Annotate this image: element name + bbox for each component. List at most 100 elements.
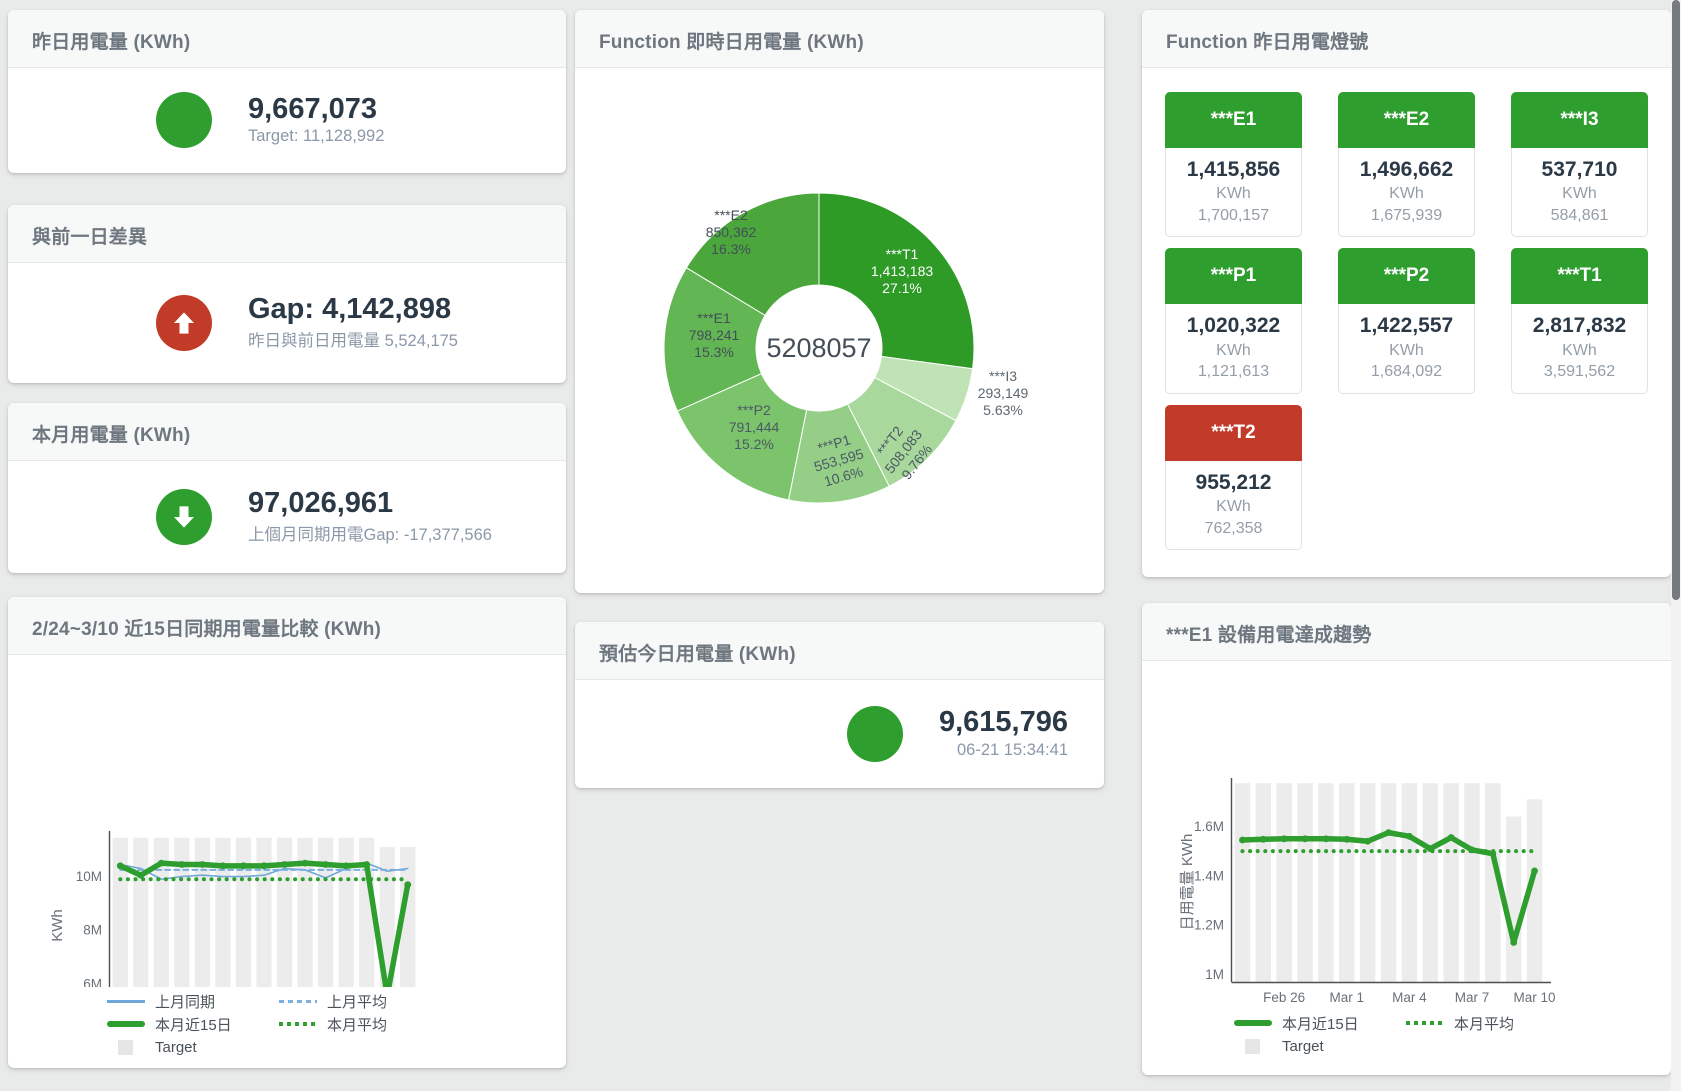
legend-label: 本月近15日	[1282, 1015, 1359, 1033]
card-trend-chart: ***E1 設備用電達成趨勢 1M 1.2M 1.4M 1.6M Feb 26 Mar 1…	[1142, 603, 1671, 1075]
donut-slice	[676, 372, 808, 501]
card-compare-chart: 2/24~3/10 近15日同期用電量比較 (KWh) 6M8M10MFeb 2…	[8, 597, 566, 1068]
status-circle-icon	[156, 92, 212, 148]
scrollbar-thumb[interactable]	[1672, 0, 1680, 600]
y-tick-label: 1M	[1205, 967, 1224, 982]
svg-text:1,413,183: 1,413,183	[871, 263, 933, 279]
legend-item-本月平均[interactable]: 本月平均	[279, 1014, 387, 1035]
lamp-tile-name: ***P1	[1165, 248, 1302, 305]
lamp-tile-value: 1,422,557	[1359, 314, 1454, 338]
svg-text:15.2%: 15.2%	[734, 436, 774, 452]
estimate-value: 9,615,796	[938, 706, 1068, 739]
card-estimate: 預估今日用電量 (KWh) 9,615,796 06-21 15:34:41	[575, 622, 1104, 788]
day-gap-value: Gap: 4,142,898	[248, 292, 452, 325]
svg-text:15.3%: 15.3%	[694, 344, 734, 360]
legend-row: 上月同期 上月平均	[107, 991, 387, 1011]
card-donut-header: Function 即時日用電量 (KWh)	[575, 10, 1104, 68]
lamp-tile-body: 1,496,662 KWh 1,675,939	[1338, 148, 1475, 238]
card-month-header: 本月用電量 (KWh)	[8, 403, 566, 461]
dots-swatch-icon	[279, 1022, 317, 1026]
svg-text:16.3%: 16.3%	[711, 241, 751, 257]
lamp-tile-body: 1,422,557 KWh 1,684,092	[1338, 304, 1475, 394]
donut-slice	[685, 192, 820, 317]
yesterday-usage-value: 9,667,073	[248, 92, 378, 125]
svg-text:***P2: ***P2	[737, 402, 771, 418]
lamp-tile-body: 955,212 KWh 762,358	[1165, 460, 1302, 551]
card-donut-title: Function 即時日用電量 (KWh)	[599, 32, 864, 53]
legend-row: 本月近15日 本月平均	[1234, 1013, 1514, 1033]
y-tick-label: 1.4M	[1194, 868, 1224, 883]
lamp-tile-name: ***E2	[1338, 92, 1475, 148]
card-month-title: 本月用電量 (KWh)	[32, 425, 191, 446]
lamp-tile-value: 537,710	[1541, 158, 1618, 181]
lamp-tile-unit: KWh	[1216, 341, 1251, 359]
legend-item-本月平均[interactable]: 本月平均	[1406, 1013, 1514, 1034]
scrollbar-track[interactable]	[1671, 0, 1681, 1091]
lamp-tile-value: 2,817,832	[1532, 314, 1627, 338]
legend-item-本月近15日[interactable]: 本月近15日	[107, 1014, 279, 1035]
card-lamp-status: Function 昨日用電燈號 ***E1 1,415,856 KWh 1,700,1…	[1142, 10, 1671, 577]
card-lamp-header: Function 昨日用電燈號	[1142, 10, 1671, 68]
card-yesterday-usage: 昨日用電量 (KWh) 9,667,073 Target: 11,128,992	[8, 10, 566, 173]
month-usage-value: 97,026,961	[248, 486, 394, 519]
lamp-tile-I3: ***I3 537,710 KWh 584,861	[1511, 92, 1648, 238]
estimate-timestamp: 06-21 15:34:41	[956, 740, 1068, 759]
legend-item-上月同期[interactable]: 上月同期	[107, 991, 279, 1012]
trend-chart-legend: 本月近15日 本月平均 Target	[1234, 1013, 1514, 1056]
x-tick-label: Mar 10	[1514, 990, 1556, 1005]
y-tick-label: 1.2M	[1194, 918, 1224, 933]
lamp-tile-E1: ***E1 1,415,856 KWh 1,700,157	[1165, 92, 1302, 238]
card-yesterday-header: 昨日用電量 (KWh)	[8, 10, 566, 68]
svg-text:27.1%: 27.1%	[882, 280, 922, 296]
lamp-tile-value: 1,415,856	[1186, 158, 1281, 181]
lamp-tile-unit: KWh	[1389, 185, 1424, 203]
trend-chart-svg[interactable]: 1M 1.2M 1.4M 1.6M Feb 26 Mar 1 Mar 4 Mar 7 Mar 1…	[1178, 723, 1578, 1013]
lamp-tile-unit: KWh	[1216, 185, 1251, 203]
svg-text:798,241: 798,241	[689, 327, 740, 343]
lamp-tile-unit: KWh	[1389, 341, 1424, 359]
lamp-tile-value: 1,020,322	[1186, 314, 1281, 338]
card-month-usage: 本月用電量 (KWh) 97,026,961 上個月同期用電Gap: -17,3…	[8, 403, 566, 573]
up-arrow-icon	[156, 294, 212, 351]
donut-slice	[818, 192, 975, 370]
donut-slice	[663, 266, 766, 412]
lamp-tile-unit: KWh	[1562, 341, 1597, 359]
lamp-tile-reference: 1,121,613	[1197, 363, 1270, 381]
svg-text:850,362: 850,362	[706, 224, 757, 240]
card-yesterday-title: 昨日用電量 (KWh)	[32, 32, 191, 53]
line-swatch-icon	[107, 999, 145, 1003]
svg-text:5.63%: 5.63%	[983, 402, 1023, 418]
lamp-tile-T2: ***T2 955,212 KWh 762,358	[1165, 404, 1302, 551]
square-swatch-icon	[1245, 1038, 1260, 1054]
lamp-tile-reference: 584,861	[1550, 206, 1609, 224]
legend-item-上月平均[interactable]: 上月平均	[279, 991, 387, 1012]
lamp-tile-unit: KWh	[1216, 498, 1251, 516]
card-trend-title: ***E1 設備用電達成趨勢	[1166, 625, 1372, 646]
legend-row: Target	[107, 1037, 387, 1057]
donut-center-total: 5208057	[766, 333, 871, 363]
lamp-tile-grid: ***E1 1,415,856 KWh 1,700,157 ***E2 1,496,662…	[1142, 68, 1671, 574]
dots-swatch-icon	[1406, 1021, 1444, 1025]
legend-item-本月近15日[interactable]: 本月近15日	[1234, 1013, 1406, 1034]
square-swatch-icon	[118, 1039, 133, 1055]
y-tick-label: 6M	[83, 976, 102, 987]
lamp-tile-name: ***I3	[1511, 92, 1648, 148]
card-compare-title: 2/24~3/10 近15日同期用電量比較 (KWh)	[32, 619, 382, 640]
yesterday-usage-target: Target: 11,128,992	[248, 127, 385, 146]
legend-label: Target	[1282, 1037, 1324, 1055]
legend-label: 本月平均	[1454, 1015, 1515, 1033]
legend-item-Target[interactable]: Target	[1234, 1038, 1406, 1055]
x-tick-label: Mar 1	[1330, 990, 1365, 1005]
card-day-gap-header: 與前一日差異	[8, 205, 566, 263]
day-gap-subtitle: 昨日與前日用電量 5,524,175	[248, 332, 458, 351]
legend-item-Target[interactable]: Target	[107, 1039, 279, 1056]
compare-chart-legend: 上月同期 上月平均 本月近15日 本月平均 Target	[107, 991, 387, 1057]
lamp-tile-reference: 1,684,092	[1370, 363, 1443, 381]
thick-swatch-icon	[107, 1021, 145, 1027]
